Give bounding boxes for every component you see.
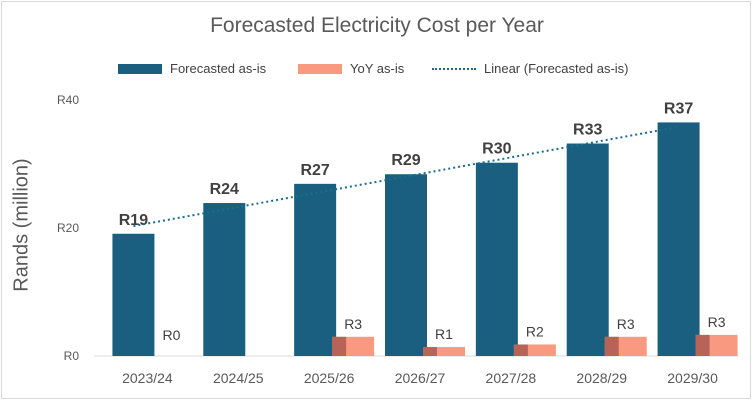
y-tick-label: R0 — [64, 349, 80, 363]
data-label-yoy: R1 — [435, 326, 453, 342]
bar-forecast — [112, 233, 155, 356]
data-label-forecast: R37 — [664, 100, 693, 117]
legend-swatch-trendline — [432, 67, 476, 70]
legend-label-yoy: YoY as-is — [350, 61, 405, 76]
x-tick-label: 2027/28 — [486, 370, 537, 386]
legend-swatch-yoy — [298, 63, 342, 74]
legend-item-forecast: Forecasted as-is — [118, 61, 266, 76]
legend-label-trendline: Linear (Forecasted as-is) — [484, 61, 629, 76]
data-label-yoy: R0 — [162, 327, 180, 343]
chart-legend: Forecasted as-is YoY as-is Linear (Forec… — [0, 61, 754, 79]
bar-forecast — [475, 162, 518, 356]
data-label-yoy: R3 — [617, 316, 635, 332]
bar-yoy-overlap — [423, 347, 437, 356]
data-label-forecast: R33 — [573, 122, 602, 139]
data-label-forecast: R19 — [119, 212, 148, 229]
x-tick-label: 2029/30 — [667, 370, 718, 386]
data-label-yoy: R3 — [708, 314, 726, 330]
legend-swatch-forecast — [118, 63, 162, 74]
data-label-forecast: R27 — [300, 162, 329, 179]
bar-forecast — [385, 174, 427, 356]
bar-forecast — [203, 203, 246, 356]
bar-yoy-overlap — [332, 336, 347, 356]
legend-label-forecast: Forecasted as-is — [170, 61, 267, 76]
x-tick-label: 2024/25 — [213, 370, 264, 386]
data-label-forecast: R24 — [210, 181, 239, 198]
bar-forecast — [294, 183, 337, 356]
bar-forecast — [657, 122, 700, 357]
bar-yoy-overlap — [695, 334, 710, 356]
data-label-yoy: R2 — [526, 323, 544, 339]
data-label-forecast: R29 — [391, 152, 420, 169]
x-tick-label: 2028/29 — [576, 370, 627, 386]
legend-item-yoy: YoY as-is — [298, 61, 404, 76]
bar-yoy-overlap — [513, 344, 528, 356]
x-tick-label: 2023/24 — [122, 370, 173, 386]
y-tick-label: R20 — [57, 221, 79, 235]
bar-forecast — [566, 143, 609, 356]
y-tick-label: R40 — [57, 93, 79, 107]
data-label-yoy: R3 — [344, 316, 362, 332]
trendline — [133, 125, 679, 228]
legend-item-trendline: Linear (Forecasted as-is) — [432, 61, 629, 76]
bar-yoy — [513, 344, 556, 356]
x-tick-label: 2026/27 — [395, 370, 446, 386]
x-tick-label: 2025/26 — [304, 370, 355, 386]
bar-yoy — [423, 347, 465, 356]
bar-yoy-overlap — [604, 336, 619, 356]
data-label-forecast: R30 — [482, 141, 511, 158]
chart-title: Forecasted Electricity Cost per Year — [210, 14, 544, 37]
